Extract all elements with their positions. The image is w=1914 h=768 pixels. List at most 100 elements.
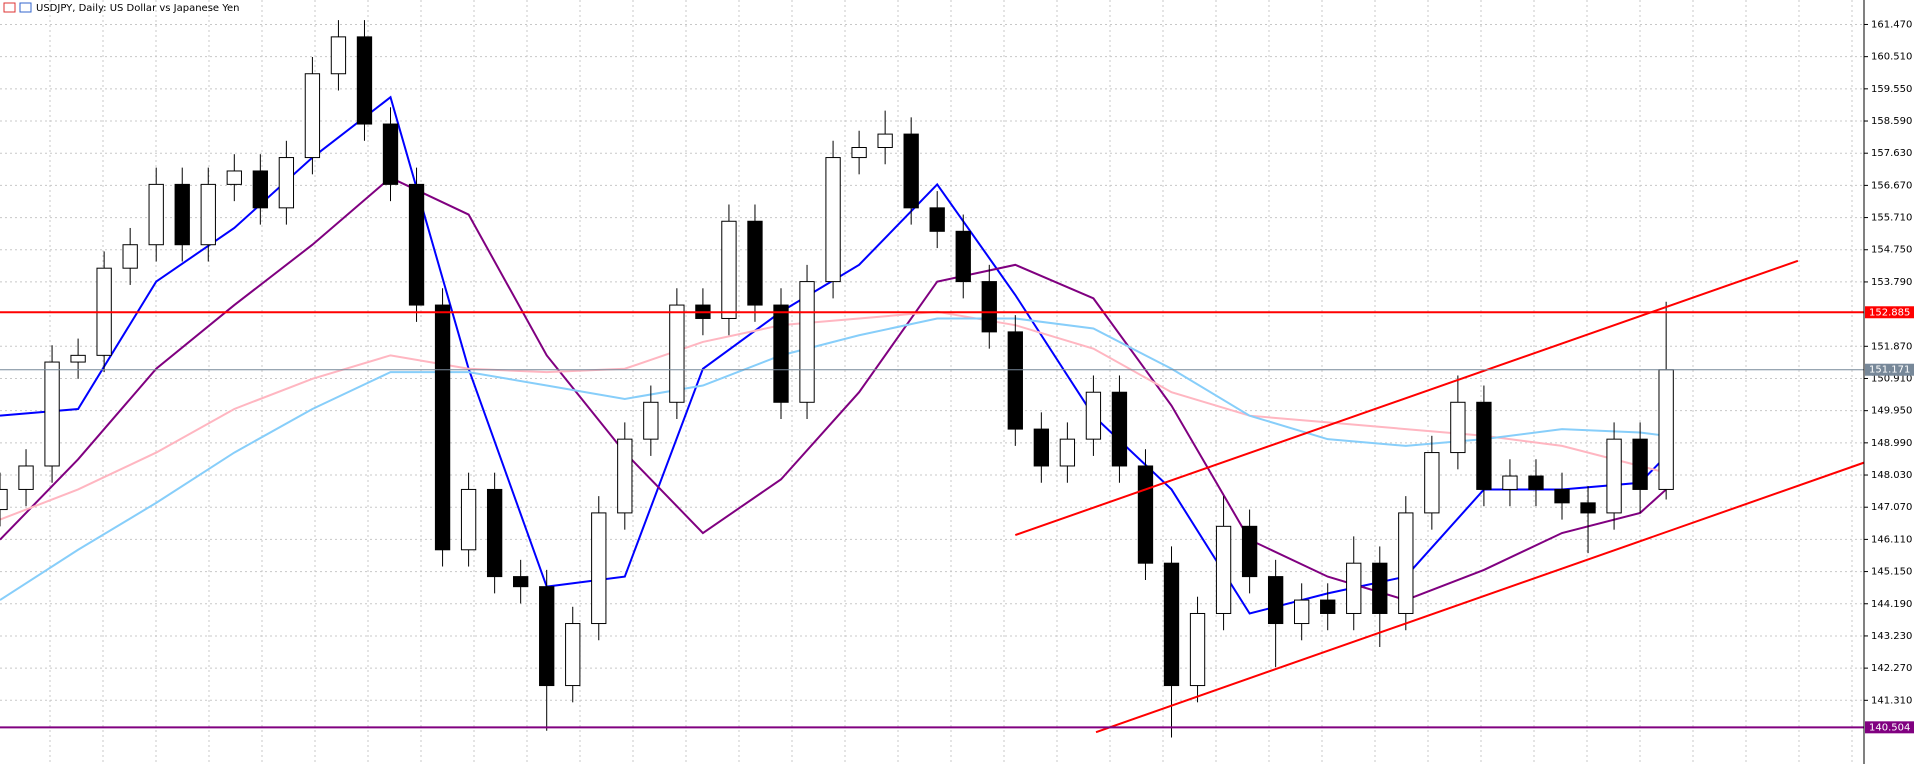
candle-body bbox=[1554, 488, 1570, 504]
candle-body bbox=[252, 170, 268, 209]
y-tick-label: 148.030 bbox=[1871, 470, 1912, 481]
chart-title: USDJPY, Daily: US Dollar vs Japanese Yen bbox=[36, 3, 240, 14]
candle-body bbox=[825, 157, 841, 283]
level-label: 151.171 bbox=[1869, 365, 1910, 376]
candle-body bbox=[799, 281, 815, 403]
candle-body bbox=[773, 304, 789, 403]
level-label-bg bbox=[1865, 363, 1914, 376]
moving-average bbox=[0, 310, 1667, 521]
candle-body bbox=[278, 157, 295, 209]
price-axis: 161.470 160.510 159.550 158.590 157.630 156.6… bbox=[1864, 19, 1914, 734]
candle-body bbox=[408, 183, 425, 306]
y-tick-label: 151.870 bbox=[1871, 341, 1912, 352]
candle-body bbox=[486, 488, 503, 578]
y-tick-label: 144.190 bbox=[1871, 599, 1912, 610]
candle-body bbox=[1059, 438, 1076, 467]
candle-body bbox=[1111, 391, 1128, 467]
y-tick-label: 154.750 bbox=[1871, 245, 1912, 256]
y-tick-label: 141.310 bbox=[1871, 695, 1912, 706]
y-tick-label: 150.910 bbox=[1871, 373, 1912, 384]
y-tick-label: 157.630 bbox=[1871, 148, 1912, 159]
level-label: 140.504 bbox=[1869, 722, 1910, 733]
candle-body bbox=[851, 147, 867, 159]
candle-body bbox=[330, 36, 347, 75]
level-label-bg bbox=[1865, 721, 1914, 734]
candle-body bbox=[122, 244, 138, 269]
candle-body bbox=[1528, 475, 1544, 490]
y-tick-label: 145.150 bbox=[1871, 567, 1912, 578]
y-tick-label: 160.510 bbox=[1871, 52, 1912, 63]
candle-body bbox=[1606, 438, 1622, 514]
y-tick-label: 143.230 bbox=[1871, 631, 1912, 642]
candle-body bbox=[1450, 401, 1466, 454]
candle-body bbox=[1320, 599, 1336, 614]
candle-body bbox=[0, 488, 8, 511]
candle-body bbox=[955, 230, 971, 283]
candle-body bbox=[1580, 502, 1596, 514]
candle-body bbox=[591, 512, 607, 625]
candle-body bbox=[877, 133, 893, 149]
candle-body bbox=[460, 488, 477, 551]
candle-body bbox=[981, 281, 997, 333]
candle-body bbox=[1163, 562, 1180, 687]
candle-body bbox=[1658, 369, 1674, 490]
candle-body bbox=[200, 183, 216, 246]
y-tick-label: 146.110 bbox=[1871, 534, 1912, 545]
candle-body bbox=[1137, 465, 1154, 564]
candle-body bbox=[617, 438, 633, 514]
candle-body bbox=[565, 623, 581, 687]
candle-body bbox=[304, 73, 321, 159]
candle-body bbox=[1294, 599, 1310, 625]
candle-body bbox=[513, 576, 529, 588]
candle-body bbox=[1189, 612, 1206, 687]
candle-body bbox=[1215, 525, 1232, 614]
candle-body bbox=[539, 586, 555, 687]
candle-body bbox=[1502, 475, 1518, 490]
level-label: 152.885 bbox=[1869, 307, 1910, 318]
candle-body bbox=[1424, 452, 1440, 514]
icon bbox=[19, 2, 32, 13]
y-tick-label: 147.070 bbox=[1871, 502, 1912, 513]
candle-body bbox=[356, 36, 373, 125]
y-tick-label: 155.710 bbox=[1871, 213, 1912, 224]
candle-body bbox=[434, 304, 451, 551]
candle-body bbox=[903, 133, 919, 209]
candle-body bbox=[669, 304, 685, 403]
candle-body bbox=[721, 220, 737, 319]
candle-body bbox=[1241, 525, 1258, 578]
y-tick-label: 148.990 bbox=[1871, 438, 1912, 449]
candle-body bbox=[1476, 401, 1492, 490]
candle-body bbox=[1267, 576, 1284, 625]
candle-body bbox=[643, 401, 659, 440]
candle-body bbox=[226, 170, 242, 185]
candle-body bbox=[174, 183, 190, 246]
candle-body bbox=[148, 183, 164, 246]
trend-line bbox=[1095, 461, 1865, 734]
moving-average bbox=[0, 176, 1667, 602]
candle-body bbox=[18, 465, 34, 490]
candle-body bbox=[44, 361, 60, 467]
icon bbox=[3, 2, 16, 13]
trend-line bbox=[1014, 259, 1799, 536]
y-tick-label: 156.670 bbox=[1871, 180, 1912, 191]
candle-body bbox=[1398, 512, 1414, 614]
y-tick-label: 153.790 bbox=[1871, 277, 1912, 288]
candle-body bbox=[1033, 428, 1049, 467]
candle-body bbox=[1085, 391, 1102, 440]
y-tick-label: 149.950 bbox=[1871, 406, 1912, 417]
candle-body bbox=[1372, 562, 1388, 614]
header: USDJPY, Daily: US Dollar vs Japanese Yen bbox=[3, 2, 240, 14]
y-tick-label: 142.270 bbox=[1871, 663, 1912, 674]
candle-body bbox=[70, 354, 86, 363]
y-tick-label: 159.550 bbox=[1871, 84, 1912, 95]
y-tick-label: 158.590 bbox=[1871, 116, 1912, 127]
candle-body bbox=[929, 207, 945, 232]
candle-body bbox=[1632, 438, 1648, 490]
candle-body bbox=[747, 220, 763, 306]
candle-body bbox=[1346, 562, 1362, 614]
candle-body bbox=[1007, 331, 1023, 430]
y-tick-label: 161.470 bbox=[1871, 19, 1912, 30]
